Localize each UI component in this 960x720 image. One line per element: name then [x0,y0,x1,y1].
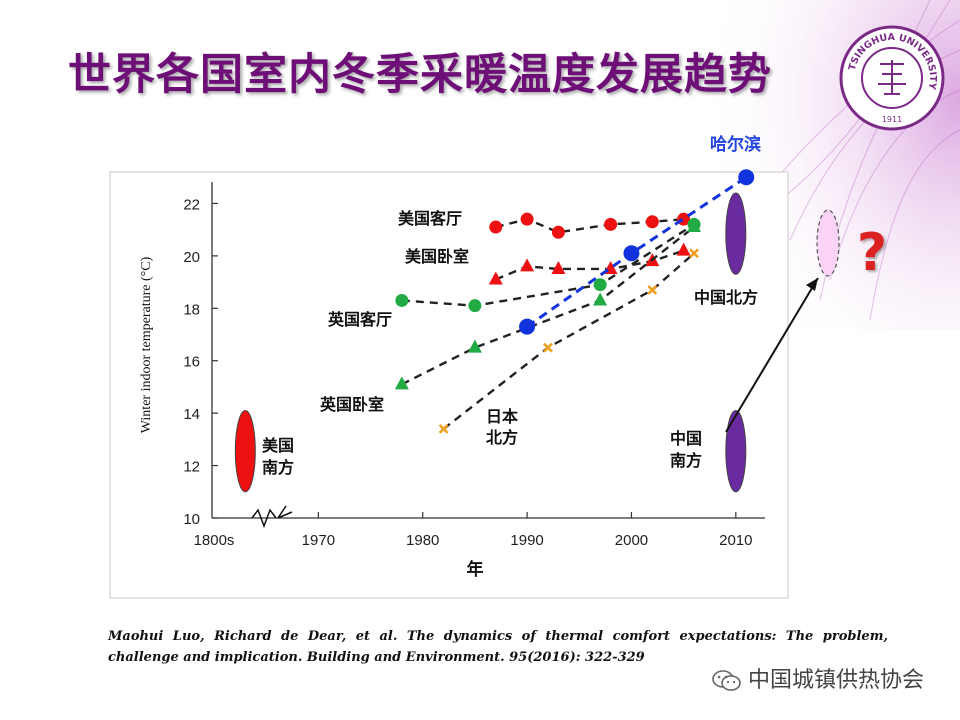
data-point [604,217,618,231]
data-point [645,215,659,229]
data-point [593,292,608,306]
range-ellipse [234,410,256,493]
x-axis-label: 年 [467,559,484,580]
data-point [395,293,409,307]
future-arrow-head [806,278,818,291]
data-point [438,423,449,434]
footer-brand: 中国城镇供热协会 [712,662,924,694]
data-point [520,212,534,226]
data-point [689,248,699,259]
data-point [676,242,691,256]
data-point [551,225,565,239]
y-tick-label: 20 [183,249,200,266]
logo-year: 1911 [882,115,902,124]
future-target-ellipse [816,209,840,277]
y-tick-label: 14 [183,406,200,423]
range-ellipse [725,410,747,493]
wechat-icon [712,670,741,691]
y-tick-label: 16 [183,354,200,371]
label-japan-north: 日本北方 [486,407,518,447]
data-point [647,285,658,295]
x-tick-label: 1800s [194,532,235,549]
y-tick-label: 12 [183,459,200,476]
label-china-south: 中国南方 [670,429,702,470]
axis-break-zigzag [251,508,277,529]
range-ellipse [725,192,747,275]
label-uk-bedroom: 英国卧室 [319,395,384,414]
x-tick-label: 2010 [719,532,752,549]
y-tick-label: 18 [183,301,200,318]
data-point [520,258,535,272]
label-us-bedroom: 美国卧室 [405,247,469,266]
label-us-living: 美国客厅 [398,209,462,228]
y-tick-label: 22 [183,196,200,213]
data-point [593,278,607,292]
university-seal-logo: TSINGHUA UNIVERSITY 1911 [839,25,945,131]
label-harbin: 哈尔滨 [710,134,761,155]
series-line [401,223,695,307]
y-tick-label: 10 [183,511,200,528]
label-china-north: 中国北方 [694,288,758,307]
data-point [551,260,566,274]
axis-break-arrow [277,505,293,519]
data-point [467,339,482,353]
future-arrow [725,277,819,433]
data-point [519,318,536,335]
x-tick-label: 1990 [510,532,543,549]
footer-text: 中国城镇供热协会 [748,668,925,693]
data-point [468,299,482,313]
reference-citation: Maohui Luo, Richard de Dear, et al. The … [108,629,888,665]
x-tick-label: 1980 [406,532,439,549]
page-title: 世界各国室内冬季采暖温度发展趋势 [68,50,772,100]
data-point [623,245,640,262]
x-tick-label: 2000 [615,532,648,549]
data-point [687,219,702,233]
data-point [543,342,553,353]
data-point [394,376,409,390]
x-tick-label: 1970 [302,532,335,549]
label-us-south: 美国南方 [262,436,294,477]
data-point [738,169,755,186]
label-uk-living: 英国客厅 [327,310,392,329]
data-point [488,271,503,285]
data-point [489,220,503,234]
question-mark: ? [857,223,887,283]
y-axis-label: Winter indoor temperature (°C) [139,256,154,433]
